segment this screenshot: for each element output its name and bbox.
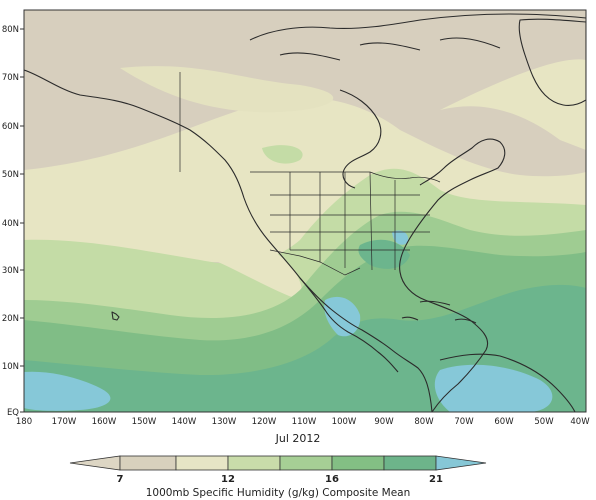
lon-axis: 180 170W 160W 150W 140W 130W 120W 110W 1…: [16, 417, 590, 427]
lat-label: 50N: [2, 170, 19, 180]
humidity-field-dry-tongue: [140, 200, 302, 300]
colorbar-segment: [227, 455, 281, 471]
lon-label: 140W: [172, 417, 197, 427]
lat-label: 70N: [2, 73, 19, 83]
lon-label: 70W: [454, 417, 474, 427]
coastline-caribbean: [401, 300, 477, 324]
coastline-hudson-bay: [339, 89, 382, 189]
coastline-greenland: [518, 18, 586, 106]
humidity-field-cyan-pacific: [24, 371, 111, 411]
border-us-states: [270, 171, 430, 271]
colorbar-segment: [175, 455, 229, 471]
lon-label: 80W: [414, 417, 434, 427]
lon-label: 40W: [570, 417, 590, 427]
lat-label: EQ: [7, 408, 19, 418]
colorbar: 7 12 16 21: [69, 455, 487, 485]
colorbar-label: 12: [221, 474, 235, 485]
coastline-east-na: [399, 138, 506, 412]
lon-label: 90W: [374, 417, 394, 427]
lon-label: 120W: [252, 417, 277, 427]
lat-label: 30N: [2, 266, 19, 276]
lon-label: 110W: [292, 417, 317, 427]
colorbar-caption: 1000mb Specific Humidity (g/kg) Composit…: [146, 487, 411, 499]
lat-label: 60N: [2, 122, 19, 132]
humidity-field-cream-labrador: [440, 59, 586, 150]
lat-label: 10N: [2, 362, 19, 372]
colorbar-segment: [331, 455, 385, 471]
coastline-central-america: [299, 277, 399, 373]
lon-label: 50W: [534, 417, 554, 427]
colorbar-arrow-high: [435, 455, 487, 471]
humidity-field-cyan-carolina: [392, 230, 409, 245]
lon-label: 130W: [212, 417, 237, 427]
coastline-arctic-islands: [249, 13, 586, 61]
lon-label: 160W: [92, 417, 117, 427]
lon-label: 170W: [52, 417, 77, 427]
lon-label: 150W: [132, 417, 157, 427]
colorbar-label: 7: [117, 474, 124, 485]
colorbar-label: 21: [429, 474, 443, 485]
colorbar-arrow-low: [69, 455, 121, 471]
colorbar-label: 16: [325, 474, 339, 485]
lat-label: 80N: [2, 25, 19, 35]
lon-label: 180: [16, 417, 32, 427]
border-us-canada: [250, 171, 441, 183]
colorbar-segment: [279, 455, 333, 471]
date-label: Jul 2012: [275, 432, 321, 445]
map-panel: [24, 10, 586, 412]
humidity-field-cyan-amazon: [434, 364, 553, 412]
lon-label: 100W: [332, 417, 357, 427]
coastline-south-america: [439, 353, 576, 412]
humidity-field-cyan-mexico: [324, 296, 361, 337]
coastline-north-america: [24, 69, 433, 412]
colorbar-segment: [383, 455, 437, 471]
lat-label: 40N: [2, 219, 19, 229]
lon-label: 60W: [494, 417, 514, 427]
lat-label: 20N: [2, 314, 19, 324]
lat-axis: EQ 10N 20N 30N 40N 50N 60N 70N 80N: [2, 25, 24, 418]
map-frame: [23, 9, 587, 413]
humidity-field-light-green-canada: [262, 145, 303, 164]
humidity-field-cream-north: [120, 66, 334, 113]
coastline-hawaii: [111, 311, 120, 321]
colorbar-segment: [119, 455, 177, 471]
